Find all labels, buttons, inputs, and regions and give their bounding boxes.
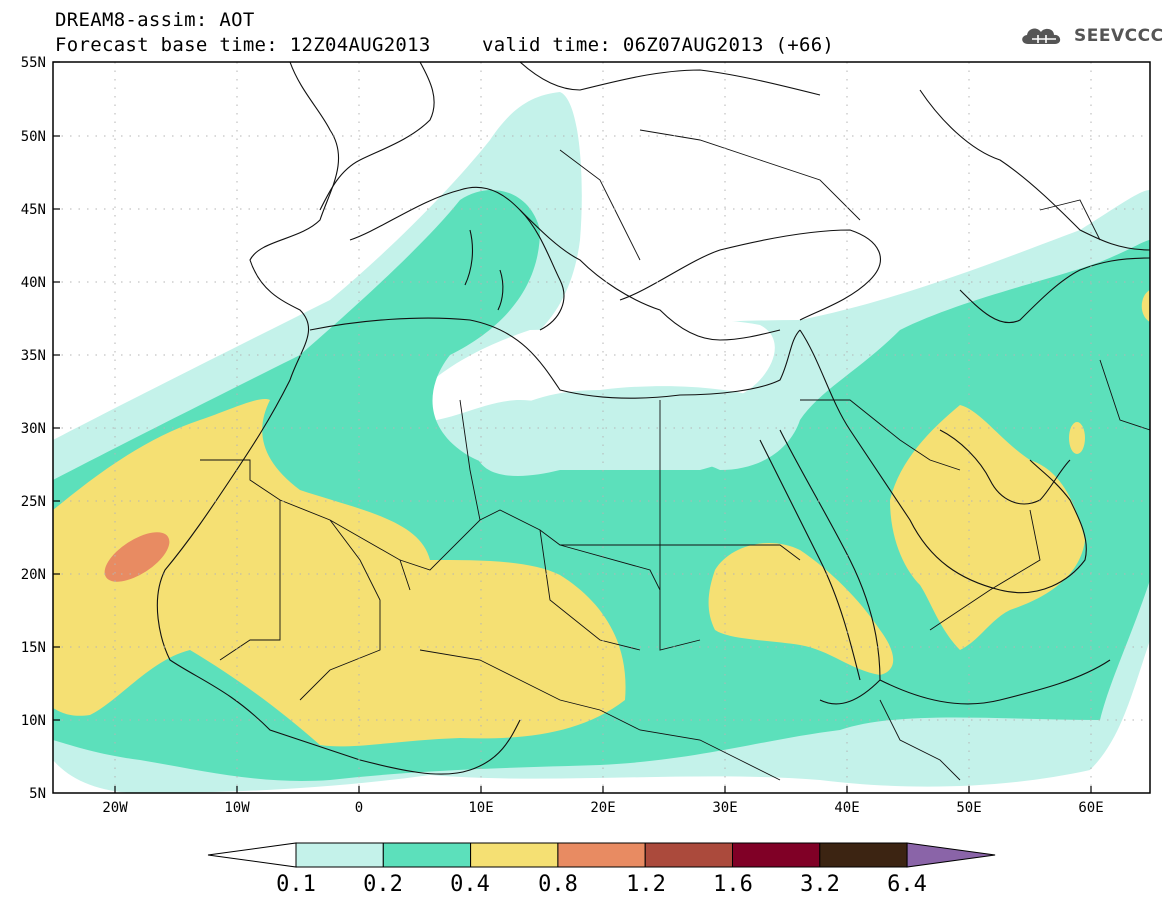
colorbar-over-arrow xyxy=(906,842,996,868)
coastlines xyxy=(156,62,1150,775)
aot-region-0.4-caspian-edge xyxy=(1141,290,1150,322)
colorbar xyxy=(207,842,996,868)
colorbar-label: 0.1 xyxy=(276,872,316,897)
lon-label: 10W xyxy=(224,800,250,816)
lon-label: 40E xyxy=(834,800,859,816)
colorbar-bin xyxy=(470,842,559,868)
lat-label: 30N xyxy=(21,421,46,437)
seevccc-logo: SEEVCCC xyxy=(1018,24,1164,48)
aot-region-0.4-gulf xyxy=(1069,422,1085,454)
colorbar-bin xyxy=(382,842,472,868)
forecast-base-time: Forecast base time: 12Z04AUG2013 xyxy=(55,34,431,56)
lon-label: 20E xyxy=(590,800,615,816)
lon-label: 50E xyxy=(956,800,981,816)
colorbar-label: 3.2 xyxy=(800,872,840,897)
colorbar-bin xyxy=(557,842,646,868)
colorbar-bin xyxy=(819,842,908,868)
colorbar-label: 1.6 xyxy=(713,872,753,897)
lon-label: 30E xyxy=(712,800,737,816)
logo-text: SEEVCCC xyxy=(1074,26,1164,46)
colorbar-bin xyxy=(732,842,821,868)
lon-label: 60E xyxy=(1078,800,1103,816)
lat-label: 40N xyxy=(21,275,46,291)
lon-label: 20W xyxy=(102,800,128,816)
colorbar-label: 0.2 xyxy=(363,872,403,897)
country-borders xyxy=(200,129,1150,781)
valid-time: valid time: 06Z07AUG2013 (+66) xyxy=(482,34,835,56)
aot-contour-field xyxy=(53,62,1150,793)
latitude-labels: 55N 50N 45N 40N 35N 30N 25N 20N 15N 10N … xyxy=(21,55,46,802)
lat-label: 45N xyxy=(21,202,46,218)
longitude-labels: 20W 10W 0 10E 20E 30E 40E 50E 60E xyxy=(102,800,1103,816)
colorbar-bin xyxy=(644,842,734,868)
lat-label: 50N xyxy=(21,129,46,145)
cloud-icon xyxy=(1022,28,1061,44)
lat-label: 15N xyxy=(21,640,46,656)
aot-region-0.1-inner xyxy=(475,386,790,476)
lat-label: 20N xyxy=(21,567,46,583)
colorbar-label: 0.4 xyxy=(450,872,490,897)
lat-label: 55N xyxy=(21,55,46,71)
colorbar-label: 1.2 xyxy=(626,872,666,897)
aot-region-0.4-west xyxy=(53,399,626,747)
aot-region-0.4-east-africa xyxy=(708,542,894,675)
map-title: DREAM8-assim: AOT xyxy=(55,9,255,31)
graticule xyxy=(53,62,1150,793)
lat-label: 10N xyxy=(21,713,46,729)
colorbar-label: 6.4 xyxy=(887,872,927,897)
lat-label: 25N xyxy=(21,494,46,510)
lon-label: 10E xyxy=(468,800,493,816)
lat-label: 35N xyxy=(21,348,46,364)
colorbar-bin xyxy=(295,842,384,868)
colorbar-under-arrow xyxy=(207,842,297,868)
lat-label: 5N xyxy=(29,786,46,802)
aot-region-0.8 xyxy=(104,532,170,582)
axis-ticks xyxy=(53,61,1092,793)
lon-label: 0 xyxy=(355,800,363,816)
colorbar-label: 0.8 xyxy=(538,872,578,897)
